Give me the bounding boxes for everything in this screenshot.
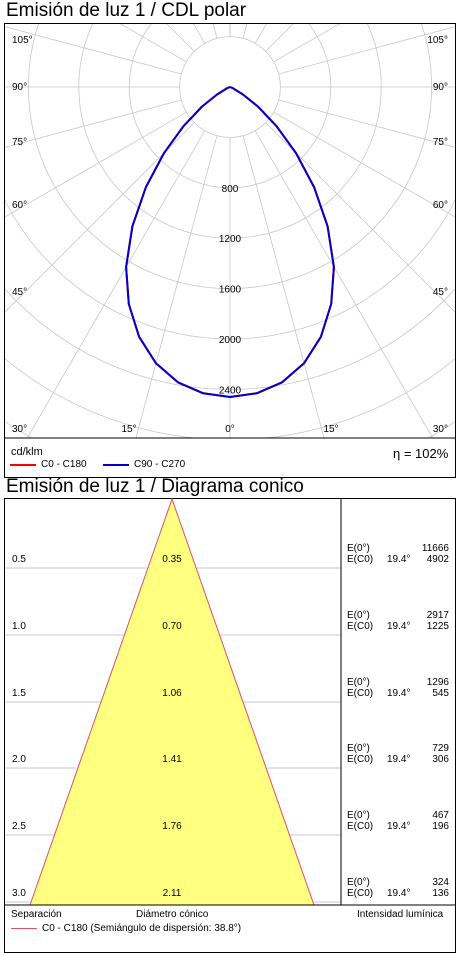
radial-tick-label: 2400 [219,385,242,396]
angle-label: 0° [225,424,235,435]
legend-c0-swatch [10,464,36,466]
cone-half-angle-label: 19.4° [387,754,411,765]
cone-footer-diameter: Diámetro cónico [136,909,209,920]
cone-half-angle-label: 19.4° [387,888,411,899]
radial-tick-label: 2000 [219,335,242,346]
cone-ec0-value: 545 [432,688,449,699]
cone-ec0-value: 1225 [426,621,449,632]
cone-ec0-value: 306 [432,754,449,765]
cone-ec0-label: E(C0) [347,888,374,899]
cone-e0-label: E(0°) [347,677,370,688]
cone-e0-value: 729 [432,743,449,754]
cone-e0-label: E(0°) [347,543,370,554]
cone-separation-value: 2.5 [12,821,26,832]
angle-label: 15° [121,424,136,435]
cone-ec0-label: E(C0) [347,754,374,765]
cone-diagram-title: Emisión de luz 1 / Diagrama conico [6,476,304,497]
series-c90-curve [125,86,335,398]
cone-e0-label: E(0°) [347,610,370,621]
angle-label: 45° [12,287,27,298]
cone-ec0-value: 4902 [426,554,449,565]
angle-label: 45° [433,287,448,298]
cone-e0-label: E(0°) [347,877,370,888]
cone-legend-label: C0 - C180 (Semiángulo de dispersión: 38.… [42,923,242,934]
cone-half-angle-label: 19.4° [387,688,411,699]
cone-footer-separation: Separación [11,909,62,920]
polar-chart-frame [4,23,456,478]
angle-label: 30° [12,424,27,435]
cone-ec0-label: E(C0) [347,821,374,832]
angle-label: 60° [433,200,448,211]
polar-chart: 800 1200 1600 2000 2400 105° 90° 75° 60° 45° 30° 10… [5,24,455,439]
angle-label: 75° [433,137,448,148]
cone-e0-value: 467 [432,810,449,821]
angle-label: 75° [12,137,27,148]
cone-diameter-value: 0.35 [162,554,182,565]
polar-chart-title: Emisión de luz 1 / CDL polar [6,0,247,21]
cone-separation-value: 1.0 [12,621,26,632]
angle-label: 90° [433,82,448,93]
radial-tick-label: 1200 [219,234,242,245]
cone-separation-value: 3.0 [12,888,26,899]
legend-c0-label: C0 - C180 [41,459,87,470]
legend-c90-label: C90 - C270 [134,459,186,470]
angle-label: 90° [12,82,27,93]
cone-separation-value: 2.0 [12,754,26,765]
cone-e0-value: 11666 [421,543,449,554]
legend-c90-swatch [103,464,129,466]
cone-e0-label: E(0°) [347,743,370,754]
cone-e0-label: E(0°) [347,810,370,821]
cone-separation-value: 0.5 [12,554,26,565]
cone-e0-value: 324 [432,877,449,888]
radial-tick-label: 1600 [219,285,242,296]
cone-e0-value: 1296 [426,677,449,688]
cone-diameter-value: 2.11 [162,888,182,899]
cone-half-angle-label: 19.4° [387,821,411,832]
cone-half-angle-label: 19.4° [387,554,411,565]
cone-half-angle-label: 19.4° [387,621,411,632]
cone-diameter-value: 0.70 [162,621,182,632]
cone-diameter-value: 1.76 [162,821,182,832]
cone-e0-value: 2917 [426,610,449,621]
efficiency-label: η = 102% [393,446,449,461]
cone-legend-swatch [11,928,37,929]
cone-ec0-value: 136 [432,888,449,899]
cone-ec0-label: E(C0) [347,621,374,632]
angle-label: 15° [323,424,338,435]
radial-tick-label: 800 [222,184,239,195]
cone-diameter-value: 1.41 [162,754,182,765]
cone-ec0-value: 196 [432,821,449,832]
cone-footer-intensity: Intensidad lumínica [357,909,444,920]
polar-unit-label: cd/klm [11,446,43,458]
angle-label: 105° [427,35,448,46]
cone-diagram-frame [4,498,456,953]
angle-label: 60° [12,200,27,211]
angle-label: 30° [433,424,448,435]
cone-separation-value: 1.5 [12,688,26,699]
angle-label: 105° [12,35,33,46]
cone-ec0-label: E(C0) [347,688,374,699]
cone-ec0-label: E(C0) [347,554,374,565]
cone-diameter-value: 1.06 [162,688,182,699]
